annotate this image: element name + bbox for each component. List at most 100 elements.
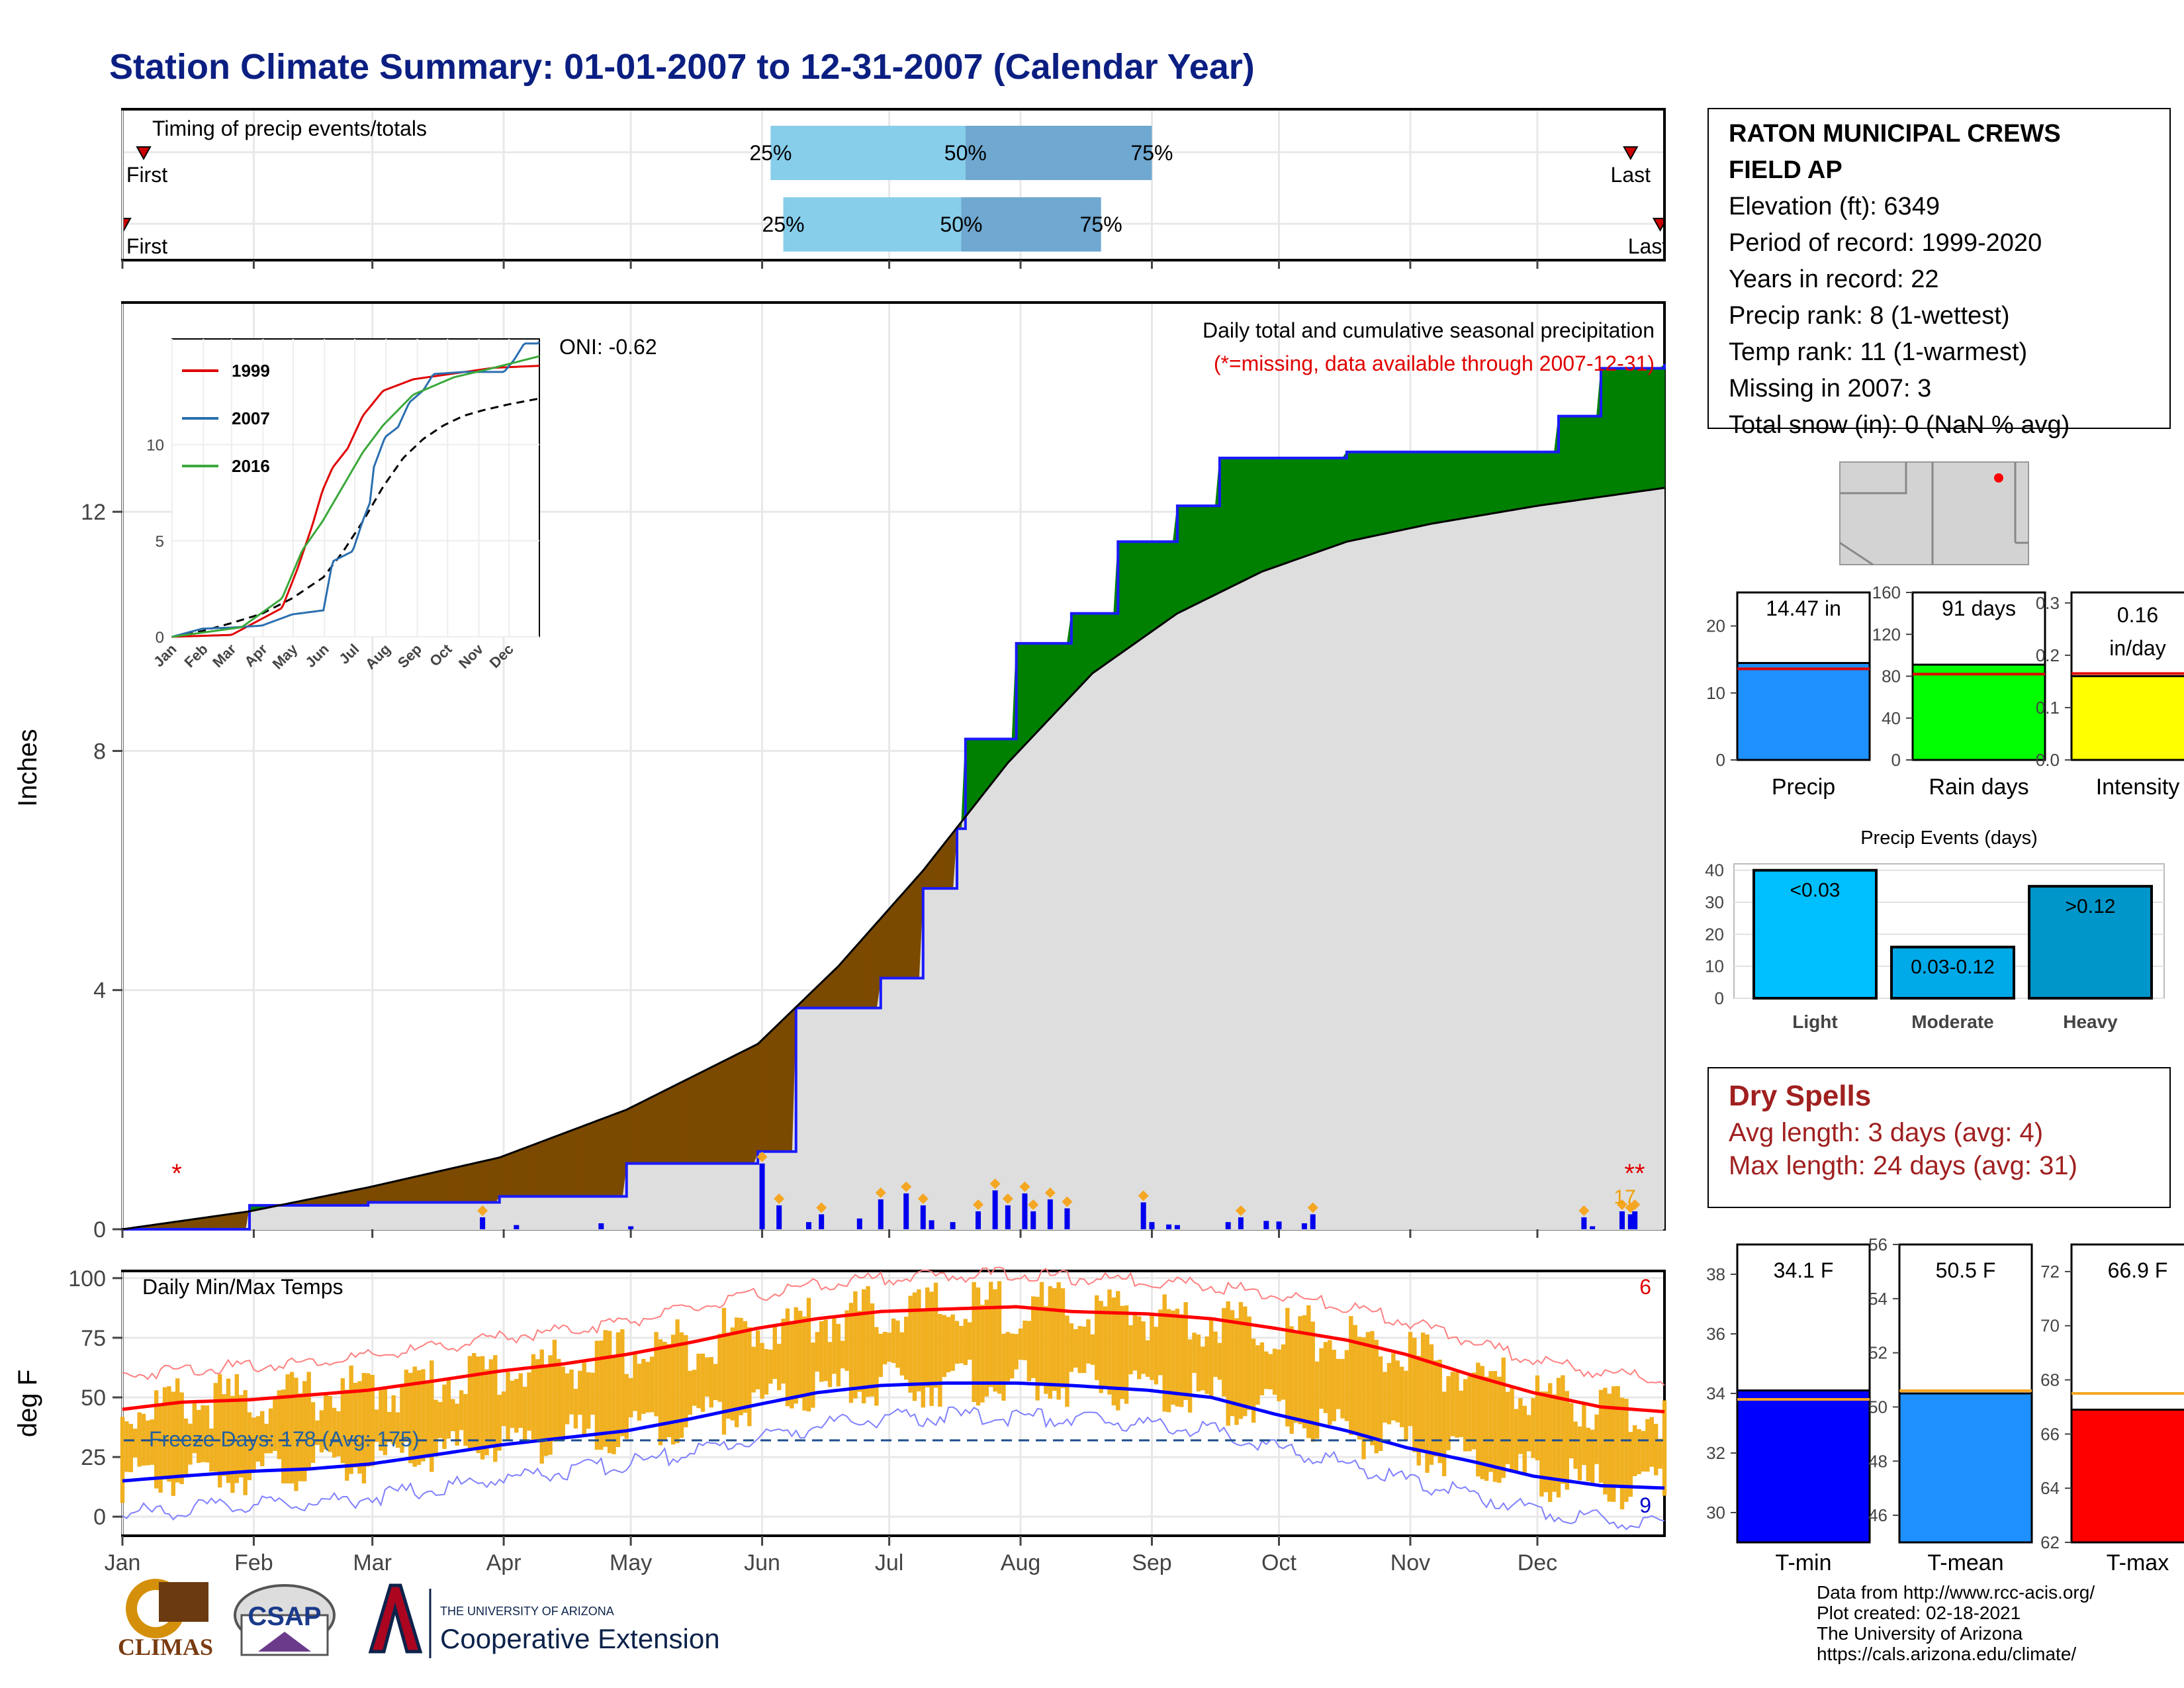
daily-temp-range-bar <box>933 1282 938 1388</box>
timing-title: Timing of precip events/totals <box>152 117 427 140</box>
daily-temp-range-bar <box>1230 1310 1235 1417</box>
daily-temp-range-bar <box>349 1365 353 1474</box>
summary-rain-days-label: Rain days <box>1929 774 2028 800</box>
daily-temp-range-bar <box>993 1289 997 1392</box>
daily-temp-range-bar <box>848 1303 854 1403</box>
cumulative-difference <box>550 1136 555 1197</box>
cumulative-difference <box>1032 643 1038 737</box>
daily-precip-bar <box>1166 1224 1172 1229</box>
daily-temp-range-bar <box>162 1387 167 1479</box>
cumulative-difference <box>651 1094 657 1164</box>
daily-temp-range-bar <box>310 1402 316 1463</box>
dry-spells-max: Max length: 24 days (avg: 31) <box>1729 1151 2077 1180</box>
daily-temp-range-bar <box>772 1326 777 1380</box>
daily-temp-range-bar <box>874 1327 879 1406</box>
daily-temp-range-bar <box>535 1359 540 1442</box>
daily-temp-range-bar <box>730 1327 735 1421</box>
cumulative-difference <box>842 955 848 1009</box>
daily-temp-range-bar <box>921 1309 926 1408</box>
daily-temp-range-bar <box>1336 1358 1341 1409</box>
daily-temp-range-bar <box>709 1356 713 1408</box>
cumulative-difference <box>783 1014 788 1152</box>
cumulative-difference <box>872 922 877 1009</box>
summary-rain-days-bar <box>1911 663 2046 761</box>
temp-summary-value: 34.1 F <box>1774 1258 1834 1282</box>
cumulative-difference <box>1087 613 1093 679</box>
month-tick-label: May <box>610 1550 652 1575</box>
daily-temp-range-bar <box>171 1391 176 1496</box>
cumulative-difference <box>1109 613 1115 662</box>
daily-temp-range-bar <box>167 1386 171 1482</box>
cumulative-difference <box>1443 451 1449 522</box>
daily-temp-range-bar <box>255 1416 261 1462</box>
cumulative-difference <box>1228 457 1233 589</box>
daily-precip-bar <box>1030 1211 1036 1229</box>
cumulative-difference <box>503 1154 508 1197</box>
daily-temp-range-bar <box>917 1289 921 1391</box>
cumulative-difference <box>1385 451 1390 534</box>
cumulative-difference <box>1198 505 1203 604</box>
daily-precip-bar <box>1263 1221 1269 1229</box>
month-axis: Jan Feb Mar Apr May Jun Jul Aug Sep Oct Nov Dec <box>105 260 1557 1575</box>
cumulative-difference <box>609 1113 615 1197</box>
inset-y-tick: 0 <box>156 629 164 647</box>
daily-temp-range-bar <box>251 1417 256 1471</box>
daily-temp-range-bar <box>1518 1398 1523 1454</box>
daily-precip-bar <box>903 1193 909 1229</box>
daily-temp-range-bar <box>1035 1297 1040 1401</box>
daily-precip-bar <box>1627 1214 1633 1229</box>
daily-temp-range-bar <box>522 1386 527 1442</box>
oni-value: ONI: -0.62 <box>559 335 657 359</box>
cumulative-difference <box>981 738 987 796</box>
daily-temp-range-bar <box>861 1289 866 1404</box>
daily-temp-range-bar <box>624 1374 629 1439</box>
cumulative-difference <box>778 1018 784 1152</box>
cumulative-difference <box>889 903 894 979</box>
daily-temp-range-bar <box>501 1391 506 1427</box>
daily-temp-range-bar <box>1328 1340 1332 1425</box>
daily-temp-range-bar <box>1582 1403 1586 1466</box>
daily-temp-range-bar <box>1065 1315 1069 1407</box>
daily-temp-range-bar <box>1378 1356 1383 1451</box>
daily-temp-range-bar <box>836 1323 841 1387</box>
cumulative-difference <box>1482 451 1487 516</box>
hot-days-count: 6 <box>1639 1275 1651 1299</box>
daily-temp-range-bar <box>1158 1309 1163 1376</box>
cumulative-difference <box>418 1174 424 1203</box>
heavy-day-marker <box>477 1205 488 1216</box>
summary-precip-tick: 0 <box>1716 750 1725 770</box>
daily-temp-range-bar <box>1510 1387 1514 1470</box>
cumulative-difference <box>351 1190 356 1206</box>
station-info-box: RATON MUNICIPAL CREWS FIELD AP Elevation… <box>1707 108 2171 439</box>
daily-temp-range-bar <box>696 1354 701 1409</box>
daily-temp-range-bar <box>1234 1318 1239 1425</box>
cumulative-difference <box>210 1215 216 1230</box>
daily-precip-bar <box>819 1214 825 1229</box>
daily-temp-range-bar <box>1416 1356 1421 1466</box>
daily-temp-range-bar <box>1302 1315 1307 1429</box>
cumulative-difference <box>355 1188 360 1206</box>
cumulative-difference <box>1609 367 1614 496</box>
daily-temp-range-bar <box>1543 1391 1548 1493</box>
temp-summary-tick: 54 <box>1868 1289 1888 1309</box>
dry-spells-avg: Avg length: 3 days (avg: 4) <box>1729 1118 2044 1147</box>
daily-precip-bar <box>920 1205 926 1229</box>
daily-temp-range-bar <box>1361 1337 1366 1460</box>
daily-temp-range-bar <box>1624 1399 1629 1502</box>
cumulative-difference <box>766 1031 771 1152</box>
cumulative-difference <box>224 1213 229 1230</box>
daily-temp-range-bar <box>1488 1371 1493 1472</box>
cumulative-difference <box>219 1214 225 1230</box>
daily-temp-range-bar <box>1268 1354 1273 1389</box>
cumulative-difference <box>910 879 915 979</box>
cumulative-difference <box>1401 451 1407 531</box>
cumulative-difference <box>1651 367 1657 491</box>
inset-1999-line <box>171 365 540 638</box>
inset-2016-line <box>171 355 540 638</box>
daily-temp-range-bar <box>607 1331 612 1454</box>
dry-spells-box: Dry Spells Avg length: 3 days (avg: 4) M… <box>1707 1067 2171 1208</box>
p75-label: 75% <box>1080 212 1122 236</box>
daily-temp-range-bar <box>806 1297 811 1412</box>
cumulative-difference <box>499 1155 504 1197</box>
cumulative-difference <box>1092 613 1097 674</box>
